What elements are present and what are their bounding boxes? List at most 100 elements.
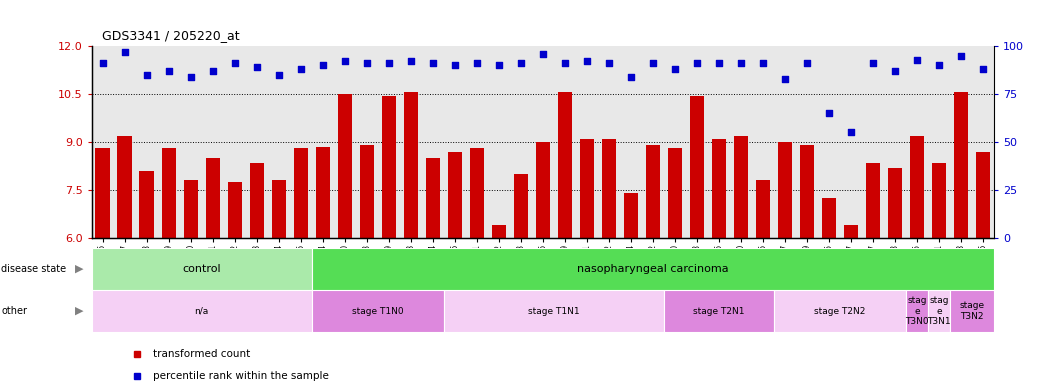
Point <box>204 68 221 74</box>
Bar <box>778 142 792 238</box>
Bar <box>448 152 462 238</box>
Point <box>689 60 706 66</box>
Text: nasopharyngeal carcinoma: nasopharyngeal carcinoma <box>577 264 729 274</box>
Bar <box>92 248 311 290</box>
Point <box>117 49 133 55</box>
Bar <box>932 163 946 238</box>
Bar <box>950 290 994 332</box>
Bar <box>822 198 836 238</box>
Point <box>601 60 617 66</box>
Bar <box>404 93 417 238</box>
Point <box>623 74 639 80</box>
Text: stage T1N0: stage T1N0 <box>352 306 404 316</box>
Text: other: other <box>1 306 27 316</box>
Text: stage T1N1: stage T1N1 <box>528 306 580 316</box>
Point <box>887 68 904 74</box>
Bar <box>712 139 727 238</box>
Point <box>909 56 925 63</box>
Point <box>160 68 177 74</box>
Bar <box>664 290 775 332</box>
Bar <box>315 147 330 238</box>
Bar <box>756 180 770 238</box>
Bar <box>139 171 154 238</box>
Bar <box>183 180 198 238</box>
Point <box>843 129 860 136</box>
Point <box>711 60 728 66</box>
Bar <box>92 290 311 332</box>
Text: GDS3341 / 205220_at: GDS3341 / 205220_at <box>102 29 239 42</box>
Point <box>490 62 507 68</box>
Bar <box>888 168 903 238</box>
Point <box>380 60 397 66</box>
Bar <box>359 145 374 238</box>
Point <box>182 74 199 80</box>
Text: transformed count: transformed count <box>153 349 250 359</box>
Point <box>138 72 155 78</box>
Point <box>512 60 529 66</box>
Bar <box>910 136 924 238</box>
Bar <box>976 152 990 238</box>
Point <box>95 60 111 66</box>
Bar <box>469 149 484 238</box>
Bar <box>311 248 994 290</box>
Bar <box>294 149 308 238</box>
Bar <box>250 163 263 238</box>
Point <box>755 60 771 66</box>
Bar <box>645 145 660 238</box>
Text: stage
T3N2: stage T3N2 <box>960 301 985 321</box>
Point <box>557 60 574 66</box>
Bar <box>690 96 704 238</box>
Bar <box>382 96 396 238</box>
Text: stag
e
T3N0: stag e T3N0 <box>906 296 929 326</box>
Point <box>226 60 243 66</box>
Point <box>777 76 793 82</box>
Bar <box>799 145 814 238</box>
Bar <box>337 94 352 238</box>
Bar <box>96 149 109 238</box>
Bar <box>205 158 220 238</box>
Point <box>358 60 375 66</box>
Bar <box>580 139 594 238</box>
Bar <box>491 225 506 238</box>
Bar <box>118 136 132 238</box>
Bar <box>311 290 443 332</box>
Bar <box>272 180 286 238</box>
Bar <box>866 163 881 238</box>
Bar <box>954 93 968 238</box>
Bar <box>161 149 176 238</box>
Bar <box>426 158 440 238</box>
Point <box>425 60 441 66</box>
Bar <box>536 142 550 238</box>
Text: percentile rank within the sample: percentile rank within the sample <box>153 371 329 381</box>
Bar <box>558 93 573 238</box>
Point <box>931 62 947 68</box>
Bar <box>734 136 748 238</box>
Bar <box>513 174 528 238</box>
Bar <box>906 290 929 332</box>
Text: stage T2N2: stage T2N2 <box>814 306 866 316</box>
Point <box>798 60 815 66</box>
Point <box>403 58 420 65</box>
Text: stage T2N1: stage T2N1 <box>693 306 744 316</box>
Point <box>314 62 331 68</box>
Text: stag
e
T3N1: stag e T3N1 <box>928 296 950 326</box>
Point <box>666 66 683 72</box>
Point <box>535 51 552 57</box>
Point <box>249 64 265 70</box>
Point <box>974 66 991 72</box>
Point <box>644 60 661 66</box>
Bar <box>668 149 682 238</box>
Point <box>820 110 837 116</box>
Bar <box>443 290 664 332</box>
Bar <box>228 182 242 238</box>
Text: n/a: n/a <box>195 306 209 316</box>
Point <box>865 60 882 66</box>
Bar <box>624 193 638 238</box>
Point <box>447 62 463 68</box>
Bar <box>775 290 906 332</box>
Text: ▶: ▶ <box>75 264 83 274</box>
Bar <box>844 225 858 238</box>
Point <box>733 60 750 66</box>
Text: disease state: disease state <box>1 264 67 274</box>
Point <box>336 58 353 65</box>
